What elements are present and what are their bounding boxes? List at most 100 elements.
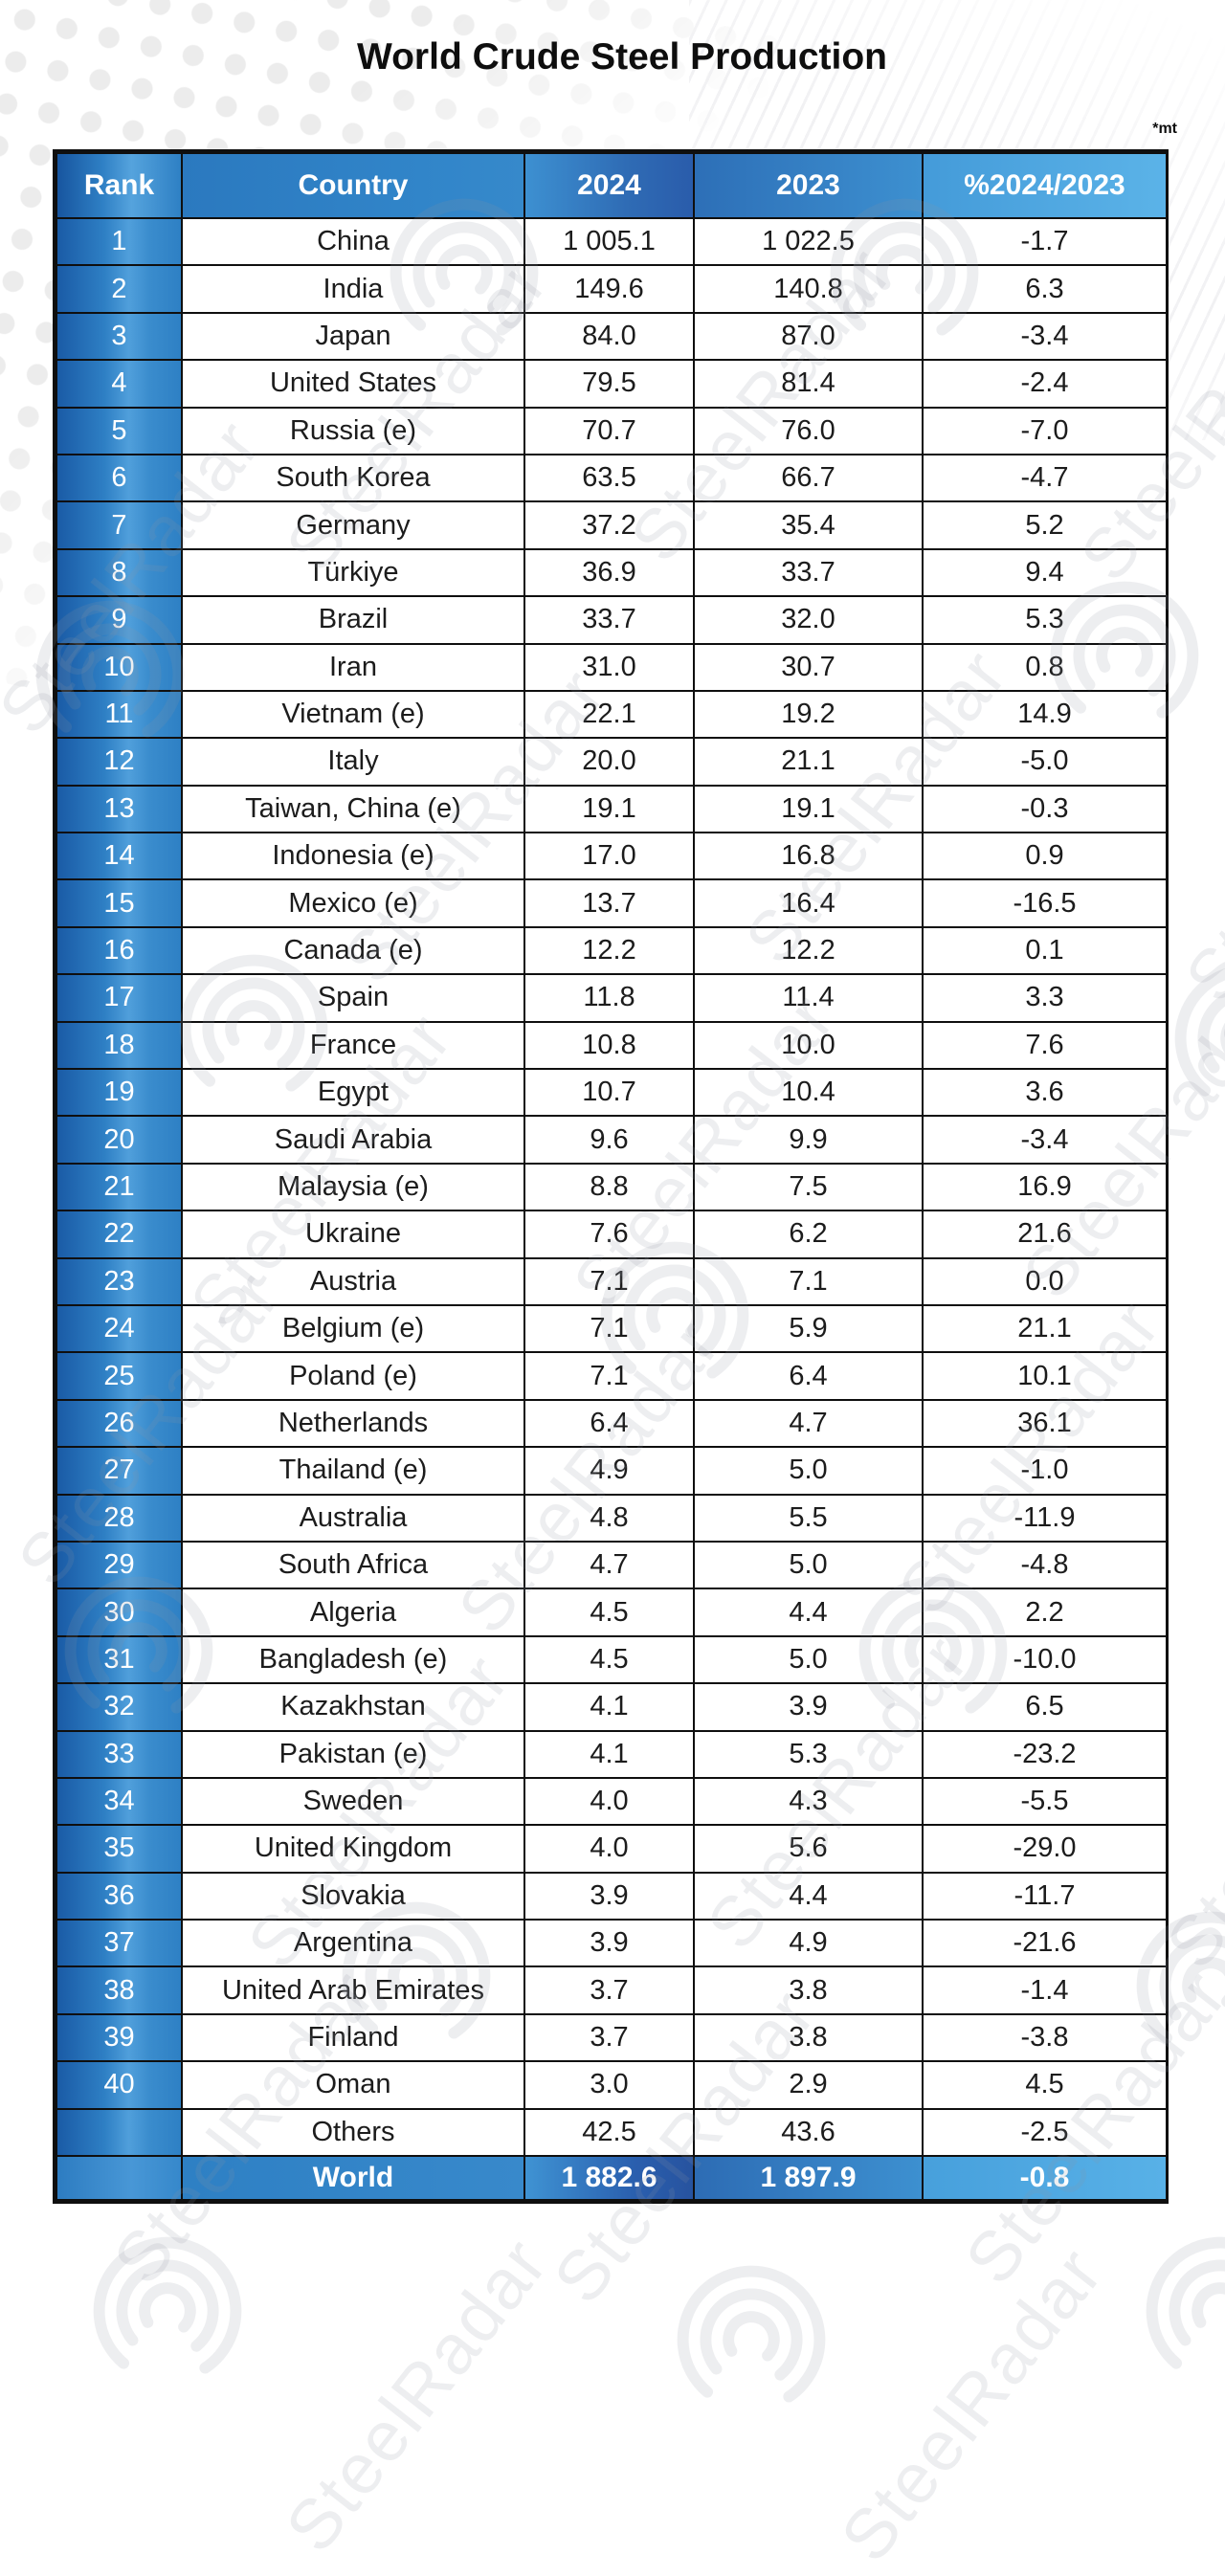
country-cell: Mexico (e) <box>181 878 525 928</box>
country-cell: Türkiye <box>181 547 525 598</box>
value-2023-cell: 10.0 <box>693 1020 924 1071</box>
value-2023-cell: 7.5 <box>693 1162 924 1212</box>
world-label-cell: World <box>181 2155 525 2202</box>
header-2024: 2024 <box>523 152 695 219</box>
value-2023-cell: 21.1 <box>693 737 924 787</box>
country-cell: Ukraine <box>181 1210 525 1259</box>
country-cell: Finland <box>181 2012 525 2063</box>
table-row: 30 Algeria 4.5 4.4 2.2 <box>56 1588 1168 1637</box>
world-rank-cell <box>56 2155 183 2202</box>
country-cell: Others <box>181 2107 525 2158</box>
pct-change-cell: 4.5 <box>922 2060 1168 2110</box>
value-2024-cell: 33.7 <box>523 595 695 645</box>
header-2023: 2023 <box>693 152 924 219</box>
country-cell: Netherlands <box>181 1398 525 1449</box>
table-row: 32 Kazakhstan 4.1 3.9 6.5 <box>56 1682 1168 1732</box>
pct-change-cell: 3.6 <box>922 1068 1168 1118</box>
value-2024-cell: 4.5 <box>523 1588 695 1637</box>
table-row: 22 Ukraine 7.6 6.2 21.6 <box>56 1210 1168 1259</box>
value-2024-cell: 4.0 <box>523 1824 695 1874</box>
rank-cell: 26 <box>56 1398 183 1449</box>
rank-cell: 14 <box>56 832 183 881</box>
country-cell: Pakistan (e) <box>181 1729 525 1779</box>
table-row: Others 42.5 43.6 -2.5 <box>56 2107 1168 2158</box>
value-2023-cell: 5.6 <box>693 1824 924 1874</box>
pct-change-cell: 2.2 <box>922 1588 1168 1637</box>
pct-change-cell: 14.9 <box>922 689 1168 740</box>
country-cell: Kazakhstan <box>181 1682 525 1732</box>
production-table: Rank Country 2024 2023 %2024/2023 1 Chin… <box>56 152 1168 2202</box>
country-cell: South Korea <box>181 453 525 503</box>
rank-cell: 10 <box>56 642 183 692</box>
value-2023-cell: 1 022.5 <box>693 216 924 267</box>
rank-cell: 9 <box>56 595 183 645</box>
country-cell: Taiwan, China (e) <box>181 784 525 834</box>
pct-change-cell: -5.5 <box>922 1776 1168 1827</box>
country-cell: Indonesia (e) <box>181 832 525 881</box>
pct-change-cell: -0.3 <box>922 784 1168 834</box>
rank-cell: 1 <box>56 216 183 267</box>
header-rank: Rank <box>56 152 183 219</box>
table-row: 9 Brazil 33.7 32.0 5.3 <box>56 595 1168 645</box>
header-row: Rank Country 2024 2023 %2024/2023 <box>56 152 1168 219</box>
rank-cell: 2 <box>56 264 183 314</box>
table-row: 26 Netherlands 6.4 4.7 36.1 <box>56 1398 1168 1449</box>
value-2023-cell: 140.8 <box>693 264 924 314</box>
pct-change-cell: -7.0 <box>922 406 1168 455</box>
header-country: Country <box>181 152 525 219</box>
pct-change-cell: -1.7 <box>922 216 1168 267</box>
pct-change-cell: -3.4 <box>922 1115 1168 1165</box>
value-2024-cell: 12.2 <box>523 925 695 976</box>
rank-cell: 39 <box>56 2012 183 2063</box>
watermark-text: SteelRadar <box>825 2232 1118 2576</box>
pct-change-cell: -21.6 <box>922 1919 1168 1968</box>
country-cell: Thailand (e) <box>181 1446 525 1496</box>
value-2024-cell: 9.6 <box>523 1115 695 1165</box>
table-row: 25 Poland (e) 7.1 6.4 10.1 <box>56 1351 1168 1401</box>
pct-change-cell: -5.0 <box>922 737 1168 787</box>
table-row: 8 Türkiye 36.9 33.7 9.4 <box>56 547 1168 598</box>
rank-cell: 22 <box>56 1210 183 1259</box>
value-2024-cell: 31.0 <box>523 642 695 692</box>
header-pct: %2024/2023 <box>922 152 1168 219</box>
unit-note: *mt <box>1152 121 1177 137</box>
value-2023-cell: 4.4 <box>693 1871 924 1921</box>
value-2023-cell: 19.2 <box>693 689 924 740</box>
value-2023-cell: 4.7 <box>693 1398 924 1449</box>
country-cell: Brazil <box>181 595 525 645</box>
watermark-text: SteelRadar <box>270 2223 563 2566</box>
value-2024-cell: 20.0 <box>523 737 695 787</box>
rank-cell: 6 <box>56 453 183 503</box>
country-cell: Bangladesh (e) <box>181 1634 525 1685</box>
rank-cell: 29 <box>56 1540 183 1590</box>
rank-cell: 38 <box>56 1965 183 2015</box>
country-cell: Iran <box>181 642 525 692</box>
country-cell: United Kingdom <box>181 1824 525 1874</box>
value-2024-cell: 6.4 <box>523 1398 695 1449</box>
value-2023-cell: 11.4 <box>693 973 924 1023</box>
pct-change-cell: 21.6 <box>922 1210 1168 1259</box>
rank-cell: 19 <box>56 1068 183 1118</box>
page-title: World Crude Steel Production <box>357 36 887 78</box>
value-2024-cell: 63.5 <box>523 453 695 503</box>
table-row: 27 Thailand (e) 4.9 5.0 -1.0 <box>56 1446 1168 1496</box>
value-2023-cell: 87.0 <box>693 311 924 362</box>
world-2023-cell: 1 897.9 <box>693 2155 924 2202</box>
country-cell: Oman <box>181 2060 525 2110</box>
pct-change-cell: 3.3 <box>922 973 1168 1023</box>
value-2023-cell: 3.8 <box>693 1965 924 2015</box>
value-2024-cell: 4.0 <box>523 1776 695 1827</box>
value-2024-cell: 22.1 <box>523 689 695 740</box>
table-row: 15 Mexico (e) 13.7 16.4 -16.5 <box>56 878 1168 928</box>
pct-change-cell: 9.4 <box>922 547 1168 598</box>
value-2023-cell: 6.4 <box>693 1351 924 1401</box>
value-2024-cell: 70.7 <box>523 406 695 455</box>
value-2024-cell: 10.8 <box>523 1020 695 1071</box>
value-2023-cell: 33.7 <box>693 547 924 598</box>
country-cell: Austria <box>181 1256 525 1306</box>
rank-cell: 36 <box>56 1871 183 1921</box>
table-row: 36 Slovakia 3.9 4.4 -11.7 <box>56 1871 1168 1921</box>
value-2024-cell: 4.5 <box>523 1634 695 1685</box>
rank-cell: 28 <box>56 1493 183 1543</box>
